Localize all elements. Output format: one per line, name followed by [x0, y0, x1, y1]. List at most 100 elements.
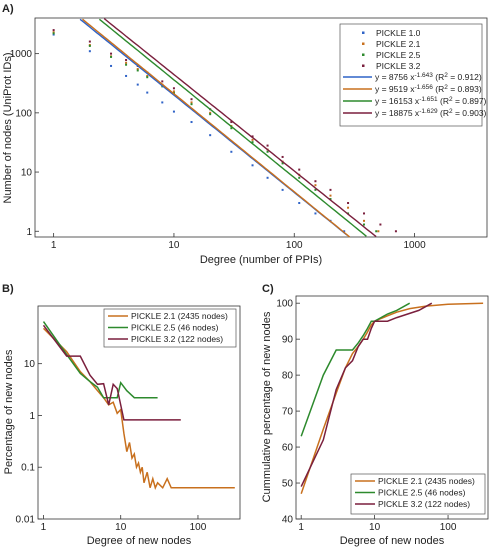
panel-b-x-tick-label: 100 [190, 522, 207, 533]
panel-c-x-tick-label: 10 [369, 522, 381, 533]
panel-a-data-point [146, 76, 148, 78]
panel-a-data-point [191, 121, 193, 123]
panel-b-ticks: 1 10 100 0.01 0.1 1 10 [16, 359, 207, 533]
panel-c-x-tick-label: 1 [298, 522, 304, 533]
panel-b-y-tick-label: 0.1 [21, 463, 35, 474]
panel-a-data-point [395, 230, 397, 232]
panel-a-data-point [252, 139, 254, 141]
panel-a-data-point [377, 230, 379, 232]
panel-b-x-tick-label: 1 [41, 522, 47, 533]
panel-a-x-tick-label: 100 [286, 240, 303, 251]
panel-c-y-tick-label: 90 [282, 335, 294, 346]
panel-a-data-point [125, 75, 127, 77]
panel-a-y-tick-label: 100 [15, 108, 32, 119]
panel-b-legend-label: PICKLE 2.1 (2435 nodes) [131, 311, 228, 321]
panel-a-data-point [363, 220, 365, 222]
panel-a-data-point [267, 177, 269, 179]
panel-a: A) 1 10 100 10001101001000 Degree (number o… [2, 3, 487, 266]
panel-a-data-point [298, 202, 300, 204]
panel-b-y-tick-label: 0.01 [16, 515, 36, 526]
panel-c-y-tick-label: 70 [282, 407, 294, 418]
panel-a-data-point [110, 56, 112, 58]
panel-c-letter: C) [262, 283, 274, 295]
panel-a-data-point [173, 90, 175, 92]
panel-a-data-point [125, 64, 127, 66]
panel-a-data-point [89, 41, 91, 43]
panel-c-legend: PICKLE 2.1 (2435 nodes) PICKLE 2.5 (46 no… [351, 474, 485, 514]
panel-b-x-axis-label: Degree of new nodes [87, 535, 192, 547]
panel-c-y-axis-label: Cummulative percentage of new nodes [261, 311, 273, 502]
panel-a-data-point [363, 224, 365, 226]
panel-c-legend-label: PICKLE 3.2 (122 nodes) [378, 499, 470, 509]
panel-a-fit-line [104, 19, 376, 237]
panel-a-legend-marker [362, 32, 365, 35]
panel-a-legend-marker [362, 65, 365, 68]
panel-c-y-tick-label: 80 [282, 371, 294, 382]
panel-a-letter: A) [2, 3, 14, 15]
panel-a-data-point [314, 184, 316, 186]
panel-a-data-point [137, 69, 139, 71]
panel-a-data-point [161, 101, 163, 103]
panel-a-data-point [53, 32, 55, 34]
panel-a-data-point [191, 101, 193, 103]
panel-a-data-point [53, 29, 55, 31]
panel-a-legend-marker [362, 54, 365, 57]
panel-a-data-point [379, 224, 381, 226]
panel-b-legend-label: PICKLE 2.5 (46 nodes) [131, 323, 219, 333]
panel-b-legend-label: PICKLE 3.2 (122 nodes) [131, 334, 223, 344]
panel-c: C) 1 10 100405060708090100 Degree of new n… [261, 283, 488, 547]
panel-a-data-point [191, 103, 193, 105]
panel-a-data-point [298, 169, 300, 171]
panel-a-data-point [298, 177, 300, 179]
panel-a-data-point [314, 212, 316, 214]
panel-c-legend-label: PICKLE 2.5 (46 nodes) [378, 488, 466, 498]
panel-a-data-point [110, 65, 112, 67]
panel-a-fit-lines [80, 19, 376, 237]
panel-a-data-point [89, 50, 91, 52]
panel-a-data-point [89, 45, 91, 47]
panel-a-y-axis-label: Number of nodes (UniProt IDs) [2, 53, 14, 204]
panel-a-data-point [110, 53, 112, 55]
panel-a-data-point [173, 111, 175, 113]
panel-a-data-point [191, 98, 193, 100]
panel-c-y-tick-label: 50 [282, 479, 294, 490]
panel-b-y-axis-label: Percentage of new nodes [3, 349, 15, 474]
panel-a-data-point [209, 134, 211, 136]
panel-a-fit-line [83, 19, 350, 237]
panel-c-y-tick-label: 100 [276, 299, 293, 310]
panel-b-letter: B) [2, 283, 14, 295]
panel-a-data-point [230, 151, 232, 153]
panel-c-legend-label: PICKLE 2.1 (2435 nodes) [378, 476, 475, 486]
panel-c-x-tick-label: 100 [440, 522, 457, 533]
panel-a-data-point [125, 62, 127, 64]
panel-b-series-line [44, 328, 235, 487]
panel-c-series-line [301, 303, 483, 494]
panel-a-data-point [125, 59, 127, 61]
panel-a-data-point [252, 164, 254, 166]
panel-c-x-axis-label: Degree of new nodes [340, 535, 445, 547]
panel-a-data-point [347, 207, 349, 209]
panel-a-data-point [161, 80, 163, 82]
panel-a-data-point [173, 87, 175, 89]
panel-a-y-tick-label: 10 [21, 168, 33, 179]
panel-c-y-tick-label: 40 [282, 515, 294, 526]
panel-a-legend-label: PICKLE 1.0 [376, 28, 421, 38]
panel-a-data-point [329, 195, 331, 197]
panel-a-data-point [375, 230, 377, 232]
panel-c-series-line [301, 303, 410, 436]
panel-a-data-point [209, 113, 211, 115]
panel-b-legend: PICKLE 2.1 (2435 nodes) PICKLE 2.5 (46 no… [104, 309, 236, 347]
panel-a-data-point [267, 145, 269, 147]
panel-a-legend-label: PICKLE 2.5 [376, 50, 421, 60]
panel-b-y-tick-label: 1 [29, 411, 35, 422]
panel-b-x-tick-label: 10 [115, 522, 127, 533]
panel-a-legend-label: PICKLE 2.1 [376, 39, 421, 49]
panel-a-data-point [137, 84, 139, 86]
panel-c-lines [301, 303, 483, 494]
panel-a-y-tick-label: 1 [26, 227, 32, 238]
panel-a-x-tick-label: 10 [168, 240, 180, 251]
panel-a-data-point [282, 156, 284, 158]
panel-a-legend-marker [362, 43, 365, 46]
panel-a-data-point [146, 92, 148, 94]
panel-a-x-tick-label: 1 [51, 240, 57, 251]
